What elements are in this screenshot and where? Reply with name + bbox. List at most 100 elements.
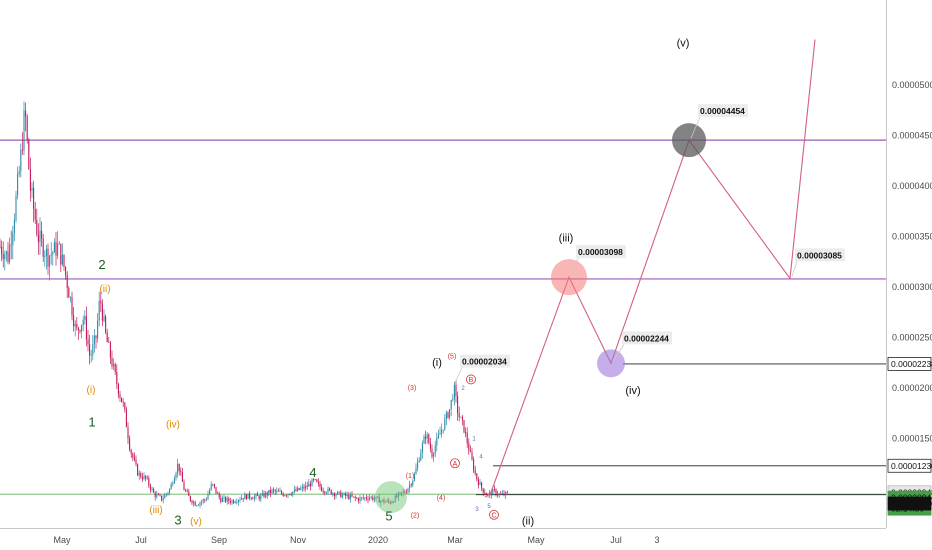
candle-body (365, 497, 367, 499)
candle-body (420, 452, 422, 461)
candle-body (13, 219, 15, 233)
candle-body (349, 494, 351, 500)
candle-body (317, 481, 319, 484)
candle-body (311, 479, 313, 487)
price-tick-label: 0.00001500 (892, 434, 932, 444)
candle-body (348, 494, 350, 500)
candle-body (73, 315, 75, 327)
candle-body (484, 492, 486, 494)
candle-body (372, 496, 374, 500)
candle-body (295, 489, 297, 492)
candle-body (68, 287, 70, 298)
candle-body (4, 254, 6, 260)
wave-iii-circle (551, 259, 587, 296)
candle-body (71, 297, 73, 316)
candle-body (217, 492, 219, 494)
candle-body (444, 418, 446, 430)
wave-label-abc: A (453, 461, 458, 468)
candle-body (300, 488, 302, 490)
candle-body (506, 492, 508, 493)
candle-body (186, 490, 188, 492)
horizontal-levels (0, 139, 886, 496)
wave-label-minor: (v) (677, 38, 690, 50)
candle-body (42, 238, 44, 257)
candle-body (413, 474, 415, 481)
candle-body (362, 497, 364, 499)
candle-body (61, 254, 63, 265)
candle-body (65, 266, 67, 276)
candle-body (199, 502, 201, 505)
candle-body (463, 420, 465, 433)
candle-body (338, 491, 340, 493)
candle-body (489, 492, 491, 495)
candle-body (460, 416, 462, 418)
candle-body (450, 399, 452, 410)
price-annotation-box (460, 354, 510, 368)
candle-body (98, 300, 100, 321)
time-axis[interactable]: May Jul Sep Nov 2020 Mar May Jul 3 (53, 535, 659, 545)
candle-body (170, 484, 172, 490)
candle-body (281, 491, 283, 494)
candle-body (223, 497, 225, 499)
candle-body (241, 498, 243, 500)
wave-label-sub: (iv) (166, 419, 180, 430)
candle-body (303, 486, 305, 489)
candle-body (337, 491, 339, 495)
candle-body (202, 499, 204, 502)
wave-iv-circle (597, 349, 625, 378)
candle-body (447, 412, 449, 418)
candle-body (276, 490, 278, 492)
abc-circle (489, 509, 499, 520)
price-axis[interactable]: 0.00005000 0.00004500 0.00004000 0.00003500… (892, 80, 932, 444)
candle-body (167, 492, 169, 494)
candle-body (63, 254, 65, 267)
candle-body (145, 475, 147, 479)
candle-body (258, 495, 260, 500)
price-annotation-connector (454, 367, 463, 383)
time-tick-label: May (527, 535, 545, 545)
wave-label-small: 3 (475, 507, 479, 513)
candle-body (370, 496, 372, 498)
candle-body (106, 332, 108, 343)
candle-body (322, 491, 324, 492)
candle-body (465, 432, 467, 434)
candle-body (482, 488, 484, 493)
candle-body (93, 335, 95, 345)
candle-body (330, 490, 332, 495)
candle-body (364, 497, 366, 499)
candle-body (333, 493, 335, 497)
candle-body (17, 174, 19, 196)
candle-body (36, 219, 38, 235)
candle-body (233, 500, 235, 503)
wave-label-red: (5) (448, 354, 457, 361)
candle-body (313, 479, 315, 481)
wave-5-circle (375, 481, 407, 514)
candle-body (31, 187, 33, 191)
candle-body (228, 498, 230, 502)
price-annotation-box (622, 331, 672, 345)
wave-label-sub: (iii) (149, 505, 162, 516)
candle-body (273, 489, 275, 491)
candle-body (58, 243, 60, 245)
candle-body (196, 505, 198, 507)
wave-label-abc: C (491, 512, 496, 519)
candle-body (209, 490, 211, 495)
price-annotation-box (795, 248, 845, 262)
candle-body (121, 397, 123, 403)
candle-body (501, 493, 503, 495)
candle-body (101, 303, 103, 321)
price-tag-text: 0.00001230 (891, 461, 932, 471)
projection-path (484, 39, 816, 498)
candle-body (500, 493, 502, 495)
candle-body (306, 485, 308, 487)
candle-body (429, 443, 431, 449)
candle-body (461, 416, 463, 421)
candle-body (481, 482, 483, 489)
candle-body (127, 427, 129, 439)
candle-body (263, 493, 265, 497)
candle-body (122, 402, 124, 403)
candle-body (305, 485, 307, 489)
candle-body (242, 498, 244, 500)
candle-body (183, 481, 185, 491)
